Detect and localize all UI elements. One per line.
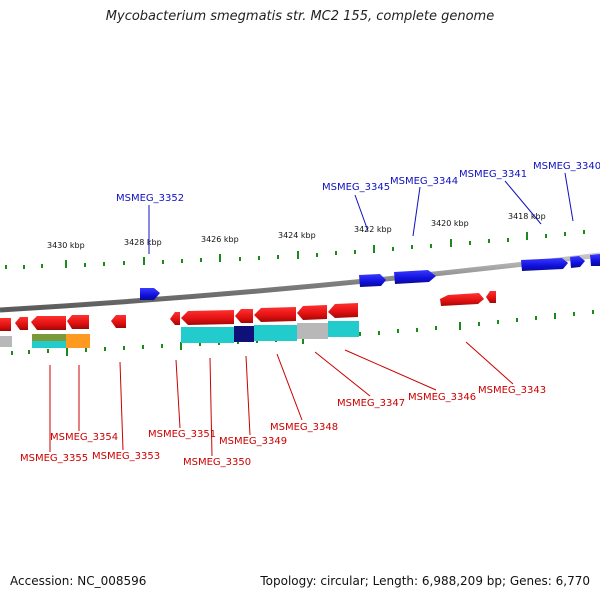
gene-label-msmeg-3351[interactable]: MSMEG_3351: [148, 429, 216, 440]
callout-msmeg-3349: [245, 355, 251, 436]
feature-cyan-2: [254, 325, 297, 341]
gene-arrow-msmeg-3346[interactable]: [328, 303, 358, 318]
feature-cyan-3: [328, 321, 359, 337]
forward-genes: [140, 254, 600, 300]
gene-label-msmeg-3341[interactable]: MSMEG_3341: [459, 169, 527, 180]
gene-label-msmeg-3354[interactable]: MSMEG_3354: [50, 432, 118, 443]
gene-arrow-msmeg-3343[interactable]: [440, 293, 484, 306]
feature-olive: [32, 334, 66, 341]
gene-label-msmeg-3353[interactable]: MSMEG_3353: [92, 451, 160, 462]
gene-arrow-msmeg-3347[interactable]: [297, 305, 327, 320]
scale-label: 3420 kbp: [431, 219, 469, 228]
callout-msmeg-3347: [314, 351, 371, 397]
feature-gray-left: [0, 336, 12, 347]
gene-arrow-left-edge[interactable]: [0, 318, 11, 331]
gene-arrow-msmeg-3352[interactable]: [140, 288, 160, 300]
gene-arrow-small[interactable]: [15, 317, 28, 330]
map-title: Mycobacterium smegmatis str. MC2 155, co…: [105, 9, 495, 24]
gene-label-msmeg-3348[interactable]: MSMEG_3348: [270, 422, 338, 433]
gene-label-msmeg-3340[interactable]: MSMEG_3340: [533, 161, 600, 172]
scale-labels: 3430 kbp 3428 kbp 3426 kbp 3424 kbp 3422…: [47, 212, 546, 250]
gene-arrow-msmeg-3351[interactable]: [170, 312, 180, 325]
genome-backbone: [0, 252, 600, 313]
gene-label-msmeg-3347[interactable]: MSMEG_3347: [337, 398, 405, 409]
callout-msmeg-3350: [209, 357, 213, 457]
feature-orange: [66, 334, 90, 348]
gene-label-msmeg-3343[interactable]: MSMEG_3343: [478, 385, 546, 396]
gene-arrow-msmeg-3350[interactable]: [181, 310, 234, 325]
scale-label: 3422 kbp: [354, 225, 392, 234]
callout-msmeg-3348: [276, 353, 303, 421]
gene-arrow-msmeg-3344[interactable]: [394, 270, 436, 284]
scale-label: 3418 kbp: [508, 212, 546, 221]
gene-label-msmeg-3349[interactable]: MSMEG_3349: [219, 436, 287, 447]
gene-label-msmeg-3350[interactable]: MSMEG_3350: [183, 457, 251, 468]
callout-msmeg-3345: [354, 194, 369, 232]
feature-cyan-1: [181, 327, 234, 343]
callout-msmeg-3340: [564, 172, 574, 222]
scale-label: 3430 kbp: [47, 241, 85, 250]
callout-msmeg-3341: [504, 180, 542, 225]
scale-label: 3424 kbp: [278, 231, 316, 240]
feature-band: [0, 321, 359, 348]
gene-arrow-msmeg-3348[interactable]: [254, 307, 296, 322]
feature-gray: [297, 323, 328, 339]
gene-arrow-msmeg-3354[interactable]: [31, 316, 66, 330]
feature-cyan-left: [32, 341, 66, 348]
gene-arrow-msmeg-3354b[interactable]: [67, 315, 89, 329]
callout-msmeg-3346: [344, 349, 437, 391]
callout-msmeg-3353: [119, 361, 124, 451]
feature-navy: [234, 326, 254, 342]
scale-label: 3426 kbp: [201, 235, 239, 244]
callout-msmeg-3351: [175, 359, 181, 429]
callout-msmeg-3343: [465, 341, 514, 385]
gene-arrow-msmeg-3341b[interactable]: [570, 256, 585, 268]
gene-label-msmeg-3345[interactable]: MSMEG_3345: [322, 182, 390, 193]
gene-label-msmeg-3352[interactable]: MSMEG_3352: [116, 193, 184, 204]
accession-text: Accession: NC_008596: [10, 574, 147, 588]
genome-summary-text: Topology: circular; Length: 6,988,209 bp…: [260, 574, 590, 588]
gene-arrow-msmeg-3341[interactable]: [521, 258, 568, 271]
callout-msmeg-3344: [412, 186, 421, 237]
gene-arrow-msmeg-3345[interactable]: [359, 274, 386, 287]
gene-arrow-msmeg-3343b[interactable]: [486, 291, 496, 303]
gene-arrow-msmeg-3340[interactable]: [590, 254, 600, 266]
gene-arrow-msmeg-3349[interactable]: [235, 309, 253, 323]
gene-arrow-msmeg-3353[interactable]: [111, 315, 126, 328]
reverse-genes: [0, 291, 496, 331]
scale-label: 3428 kbp: [124, 238, 162, 247]
gene-label-msmeg-3346[interactable]: MSMEG_3346: [408, 392, 476, 403]
gene-label-msmeg-3344[interactable]: MSMEG_3344: [390, 176, 458, 187]
gene-label-msmeg-3355[interactable]: MSMEG_3355: [20, 453, 88, 464]
outer-scale-ticks: [5, 230, 585, 269]
